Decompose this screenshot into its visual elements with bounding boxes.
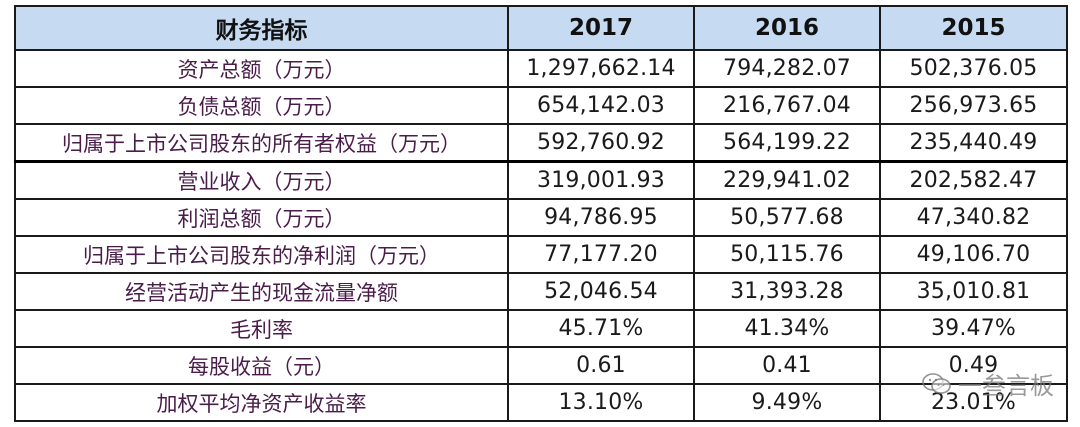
row-label: 归属于上市公司股东的所有者权益（万元）	[14, 123, 509, 163]
cell-2017: 654,142.03	[507, 86, 695, 125]
row-label: 资产总额（万元）	[14, 49, 509, 88]
header-year-2015: 2015	[879, 5, 1068, 51]
financial-indicators-table-wrapper: 财务指标 2017 2016 2015 资产总额（万元） 1,297,662.1…	[14, 5, 1068, 422]
row-label: 每股收益（元）	[14, 346, 509, 385]
cell-2015: 35,010.81	[879, 272, 1068, 311]
cell-2017: 52,046.54	[507, 272, 695, 311]
cell-2015: 202,582.47	[879, 160, 1068, 200]
table-row: 每股收益（元） 0.61 0.41 0.49	[14, 346, 1068, 385]
table-row: 负债总额（万元） 654,142.03 216,767.04 256,973.6…	[14, 86, 1068, 125]
cell-2017: 592,760.92	[507, 123, 695, 163]
table-row: 毛利率 45.71% 41.34% 39.47%	[14, 309, 1068, 348]
table-row: 营业收入（万元） 319,001.93 229,941.02 202,582.4…	[14, 160, 1068, 200]
table-row: 加权平均净资产收益率 13.10% 9.49% 23.01%	[14, 383, 1068, 422]
cell-2016: 229,941.02	[693, 160, 881, 200]
row-label: 经营活动产生的现金流量净额	[14, 272, 509, 311]
cell-2016: 50,115.76	[693, 235, 881, 274]
cell-2017: 45.71%	[507, 309, 695, 348]
table-header-row: 财务指标 2017 2016 2015	[14, 5, 1068, 51]
financial-indicators-table: 财务指标 2017 2016 2015 资产总额（万元） 1,297,662.1…	[14, 5, 1068, 422]
row-label: 加权平均净资产收益率	[14, 383, 509, 422]
cell-2017: 13.10%	[507, 383, 695, 422]
header-indicator: 财务指标	[14, 5, 509, 51]
cell-2015: 49,106.70	[879, 235, 1068, 274]
cell-2016: 31,393.28	[693, 272, 881, 311]
cell-2015: 23.01%	[879, 383, 1068, 422]
cell-2017: 77,177.20	[507, 235, 695, 274]
cell-2016: 794,282.07	[693, 49, 881, 88]
row-label: 利润总额（万元）	[14, 198, 509, 237]
cell-2017: 319,001.93	[507, 160, 695, 200]
cell-2015: 0.49	[879, 346, 1068, 385]
row-label: 负债总额（万元）	[14, 86, 509, 125]
row-label: 毛利率	[14, 309, 509, 348]
cell-2016: 9.49%	[693, 383, 881, 422]
cell-2015: 47,340.82	[879, 198, 1068, 237]
table-row: 归属于上市公司股东的所有者权益（万元） 592,760.92 564,199.2…	[14, 123, 1068, 163]
cell-2017: 94,786.95	[507, 198, 695, 237]
row-label: 归属于上市公司股东的净利润（万元）	[14, 235, 509, 274]
cell-2016: 41.34%	[693, 309, 881, 348]
cell-2016: 0.41	[693, 346, 881, 385]
cell-2015: 235,440.49	[879, 123, 1068, 163]
table-row: 经营活动产生的现金流量净额 52,046.54 31,393.28 35,010…	[14, 272, 1068, 311]
header-year-2016: 2016	[693, 5, 881, 51]
cell-2015: 39.47%	[879, 309, 1068, 348]
table-row: 资产总额（万元） 1,297,662.14 794,282.07 502,376…	[14, 49, 1068, 88]
cell-2017: 1,297,662.14	[507, 49, 695, 88]
table-row: 利润总额（万元） 94,786.95 50,577.68 47,340.82	[14, 198, 1068, 237]
cell-2016: 564,199.22	[693, 123, 881, 163]
table-row: 归属于上市公司股东的净利润（万元） 77,177.20 50,115.76 49…	[14, 235, 1068, 274]
row-label: 营业收入（万元）	[14, 160, 509, 200]
cell-2017: 0.61	[507, 346, 695, 385]
header-year-2017: 2017	[507, 5, 695, 51]
cell-2016: 216,767.04	[693, 86, 881, 125]
cell-2016: 50,577.68	[693, 198, 881, 237]
cell-2015: 256,973.65	[879, 86, 1068, 125]
cell-2015: 502,376.05	[879, 49, 1068, 88]
